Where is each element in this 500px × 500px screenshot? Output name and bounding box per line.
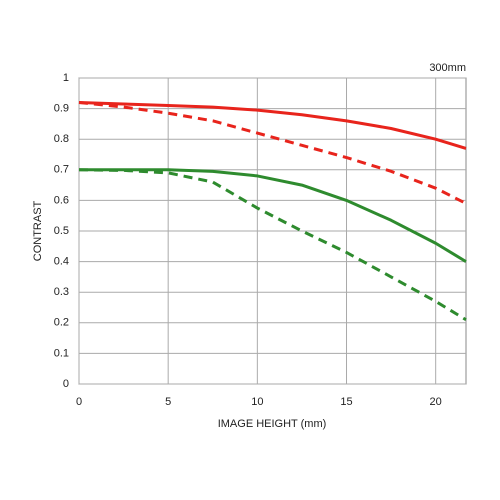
y-tick-label: 1 (63, 72, 69, 84)
mtf-line (78, 100, 467, 150)
x-axis-label: IMAGE HEIGHT (mm) (218, 418, 327, 430)
x-tick-label: 15 (340, 396, 352, 408)
y-axis-label: CONTRAST (32, 200, 44, 261)
y-tick-label: 0.9 (54, 103, 69, 115)
y-tick-label: 0.4 (54, 256, 69, 268)
y-tick-label: 0.7 (54, 164, 69, 176)
y-tick-label: 0.2 (54, 317, 69, 329)
x-tick-label: 10 (251, 396, 263, 408)
y-tick-label: 0 (63, 378, 69, 390)
annotation: 300mm (429, 62, 466, 74)
mtf-line (79, 168, 467, 263)
x-tick-label: 20 (430, 396, 442, 408)
y-tick-label: 0.8 (54, 133, 69, 145)
y-tick-label: 0.1 (54, 347, 69, 359)
y-tick-label: 0.3 (54, 286, 69, 298)
x-tick-label: 5 (165, 396, 171, 408)
mtf-line (78, 168, 467, 322)
y-tick-label: 0.5 (54, 225, 69, 237)
mtf-line (78, 100, 467, 205)
y-tick-label: 0.6 (54, 194, 69, 206)
x-tick-label: 0 (76, 396, 82, 408)
